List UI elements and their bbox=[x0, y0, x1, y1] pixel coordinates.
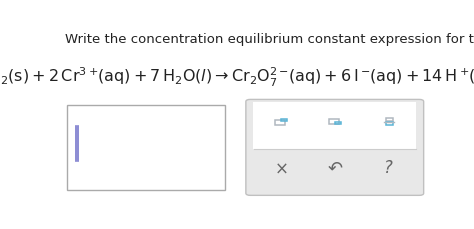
Text: $\times$: $\times$ bbox=[274, 159, 288, 177]
Bar bbox=[335, 122, 341, 124]
Text: Write the concentration equilibrium constant expression for this reaction.: Write the concentration equilibrium cons… bbox=[65, 33, 474, 46]
Bar bbox=[66, 105, 225, 190]
Bar bbox=[274, 120, 285, 125]
Bar bbox=[386, 122, 393, 125]
Bar bbox=[328, 119, 339, 124]
Bar bbox=[253, 101, 416, 149]
Text: $3\mathrm{I}_2\mathrm{(s)}+2\,\mathrm{Cr}^{3+}\!\mathrm{(aq)}+7\,\mathrm{H}_2\ma: $3\mathrm{I}_2\mathrm{(s)}+2\,\mathrm{Cr… bbox=[0, 66, 474, 90]
Text: ?: ? bbox=[384, 159, 393, 177]
Bar bbox=[281, 119, 287, 121]
FancyBboxPatch shape bbox=[246, 99, 424, 195]
Bar bbox=[386, 118, 393, 121]
Text: ↶: ↶ bbox=[327, 159, 342, 177]
